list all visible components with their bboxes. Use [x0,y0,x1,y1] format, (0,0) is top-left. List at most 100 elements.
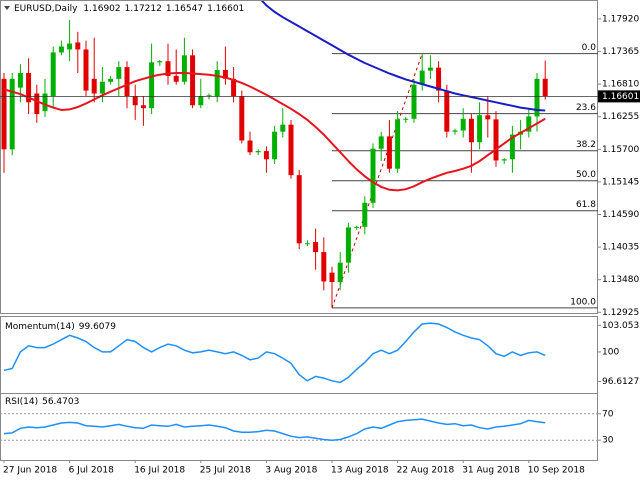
candle-body [370,148,376,203]
candle-body [280,124,286,132]
y-tick-label: 100 [602,347,619,357]
candle-body [395,119,401,169]
candle-body [75,42,81,50]
indicator-name: Momentum(14) [5,322,75,332]
y-tick-label: 103.0533 [602,321,640,331]
candle-body [173,75,179,82]
y-tick-label: 96.6127 [602,377,639,387]
candle-body [509,134,515,160]
candle-body [313,242,319,253]
candle-body [91,78,97,94]
candle-body [116,67,122,79]
candle-body [427,67,433,71]
candle-body [26,72,32,103]
candle-body [50,52,56,97]
candle-body [296,175,302,244]
candle-body [345,227,351,263]
x-tick-label: 3 Aug 2018 [265,466,317,476]
y-tick-label: 1.17920 [602,14,639,24]
candle-body [337,262,343,283]
moving-average [3,72,546,192]
momentum-title: Momentum(14) 99.6079 [5,322,116,332]
candle-body [403,118,409,120]
fib-label: 0.0 [582,43,597,53]
x-tick-label: 25 Jul 2018 [200,466,251,476]
candle-body [9,78,15,150]
candle-body [493,119,499,161]
candle-body [329,272,335,283]
ohlc-high: 1.17212 [125,4,162,14]
candle-body [501,159,507,161]
moving-average [260,1,546,112]
ohlc-low: 1.16547 [166,4,203,14]
chart-title: EURUSD,Daily 1.16902 1.17212 1.16547 1.16601 [14,4,244,14]
candle-body [165,61,171,76]
ohlc-open: 1.16902 [83,4,120,14]
candle-body [1,78,7,150]
candle-body [157,61,163,63]
candle-body [386,136,392,169]
y-tick-label: 1.14035 [602,243,639,253]
y-tick-label: 70 [602,409,614,419]
fib-label: 61.8 [576,200,596,210]
fib-label: 100.0 [570,297,596,307]
candle-body [255,151,261,153]
rsi-panel [0,393,598,461]
price-box [598,90,640,103]
y-tick-label: 30 [602,436,614,446]
candle-body [231,78,237,97]
y-tick-label: 1.16810 [602,80,639,90]
candle-body [190,55,196,106]
candle-body [436,67,442,91]
momentum-plot [3,322,546,384]
x-tick-label: 27 Jun 2018 [3,466,57,476]
fib-label: 23.6 [576,103,596,113]
main-plot: 0.0 23.6 38.2 50.0 61.8 100.0 [0,1,598,309]
indicator-name: RSI(14) [5,397,38,407]
candle-body [362,202,368,227]
candle-body [108,78,114,82]
candle-body [354,226,360,228]
price-label: 1.16601 [602,92,639,102]
menu-icon[interactable] [4,6,10,10]
candle-body [140,105,146,109]
symbol: EURUSD,Daily [14,4,78,14]
candle-body [263,151,269,160]
candle-body [58,46,64,53]
y-tick-label: 1.17365 [602,47,639,57]
indicator-value: 56.4703 [42,397,79,407]
fib-label: 50.0 [576,170,596,180]
candle-body [132,96,138,106]
rsi-plot [0,413,598,441]
rsi-title: RSI(14) 56.4703 [5,397,79,407]
candle-body [526,116,532,132]
candle-body [222,70,228,79]
candle-body [42,93,48,112]
fib-trend [331,53,423,309]
ohlc-close: 1.16601 [207,4,244,14]
candle-body [124,67,130,97]
candle-body [83,49,89,91]
candle-body [181,55,187,82]
y-tick-label: 1.16255 [602,112,639,122]
y-tick-label: 1.15145 [602,177,639,187]
x-tick-label: 13 Aug 2018 [331,466,389,476]
candle-body [288,124,294,176]
candle-body [214,70,220,97]
candle-body [67,43,73,50]
candle-body [477,115,483,143]
candle-body [198,96,204,106]
y-tick-label: 1.13480 [602,275,639,285]
candle-body [304,243,310,245]
candle-body [419,70,425,85]
candle-body [468,118,474,143]
candle-body [485,115,491,120]
x-tick-label: 16 Jul 2018 [134,466,185,476]
candle-body [206,95,212,97]
candle-body [542,78,548,97]
candle-body [378,136,384,149]
x-tick-label: 22 Aug 2018 [397,466,455,476]
x-tick-label: 31 Aug 2018 [462,466,520,476]
x-tick-label: 10 Sep 2018 [528,466,585,476]
